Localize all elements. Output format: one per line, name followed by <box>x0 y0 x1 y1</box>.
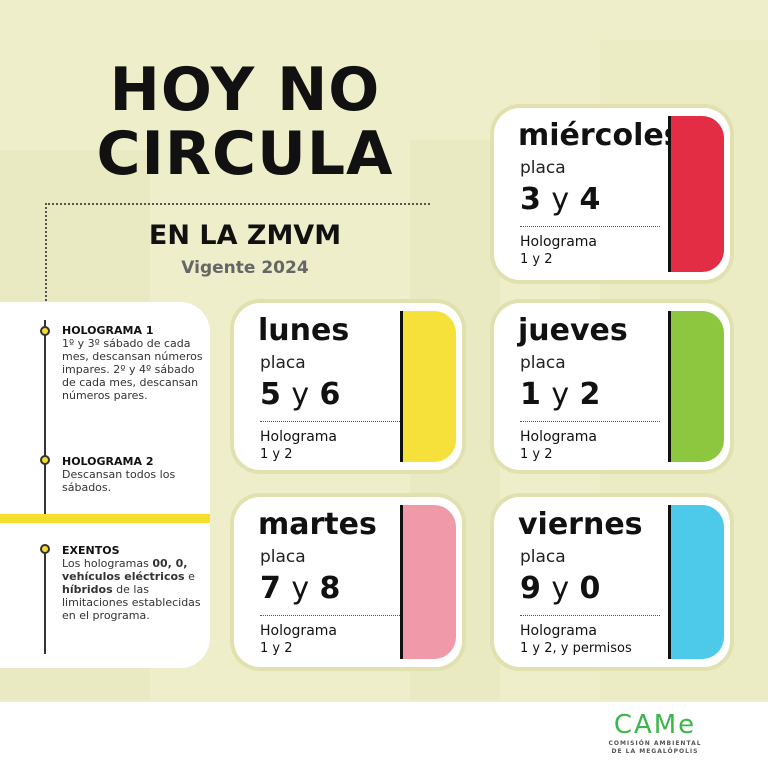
digit: 0 <box>579 571 601 606</box>
timeline-line <box>44 320 46 514</box>
digit: 9 <box>520 571 541 606</box>
holograma-label: Holograma <box>520 234 597 250</box>
plate-digits: 5 y 6 <box>260 377 340 412</box>
color-strip <box>400 311 456 462</box>
day-card-lunes: lunes placa 5 y 6 Holograma 1 y 2 <box>234 303 462 470</box>
holograma-values: 1 y 2 <box>520 447 553 462</box>
placa-label: placa <box>520 547 566 567</box>
digit: 4 <box>579 182 601 217</box>
day-card-viernes: viernes placa 9 y 0 Holograma 1 y 2, y p… <box>494 497 730 667</box>
note-holograma-2: HOLOGRAMA 2 Descansan todos los sábados. <box>62 455 207 494</box>
day-card-miercoles: miércoles placa 3 y 4 Holograma 1 y 2 <box>494 108 730 280</box>
day-name: miércoles <box>518 118 682 153</box>
yellow-band <box>0 514 210 523</box>
color-strip <box>668 505 724 659</box>
note-text: e <box>184 570 195 583</box>
placa-label: placa <box>260 353 306 373</box>
logo-mark: CAMe <box>613 710 697 740</box>
day-name: jueves <box>518 313 628 348</box>
bullet-icon <box>40 326 50 336</box>
conjunction: y <box>291 571 310 606</box>
note-heading: EXENTOS <box>62 544 120 557</box>
plate-digits: 7 y 8 <box>260 571 340 606</box>
bullet-icon <box>40 544 50 554</box>
day-name: lunes <box>258 313 350 348</box>
digit: 6 <box>319 377 341 412</box>
note-holograma-1: HOLOGRAMA 1 1º y 3º sábado de cada mes, … <box>62 324 207 402</box>
subtitle: EN LA ZMVM <box>148 220 342 251</box>
logo-caption: COMISIÓN AMBIENTAL <box>608 740 702 747</box>
note-text: 1º y 3º sábado de cada mes, descansan nú… <box>62 337 203 402</box>
title-line1: HOY NO <box>109 55 381 125</box>
holograma-values: 1 y 2 <box>260 641 293 656</box>
day-card-jueves: jueves placa 1 y 2 Holograma 1 y 2 <box>494 303 730 470</box>
holograma-values: 1 y 2 <box>520 252 553 267</box>
validity: Vigente 2024 <box>181 258 309 278</box>
divider <box>45 203 47 325</box>
note-bold: 00, 0, vehículos eléctricos <box>62 557 188 583</box>
color-strip <box>668 311 724 462</box>
note-heading: HOLOGRAMA 1 <box>62 324 154 337</box>
digit: 7 <box>260 571 281 606</box>
plate-digits: 3 y 4 <box>520 182 600 217</box>
note-heading: HOLOGRAMA 2 <box>62 455 154 468</box>
conjunction: y <box>551 571 570 606</box>
holograma-label: Holograma <box>520 623 597 639</box>
divider <box>520 615 660 616</box>
digit: 5 <box>260 377 281 412</box>
note-bold: híbridos <box>62 583 113 596</box>
bullet-icon <box>40 455 50 465</box>
conjunction: y <box>551 377 570 412</box>
timeline-line <box>44 548 46 654</box>
holograma-label: Holograma <box>260 429 337 445</box>
digit: 1 <box>520 377 541 412</box>
note-text: Descansan todos los sábados. <box>62 468 176 494</box>
holograma-label: Holograma <box>520 429 597 445</box>
day-name: martes <box>258 507 377 542</box>
divider <box>260 615 400 616</box>
conjunction: y <box>291 377 310 412</box>
placa-label: placa <box>520 158 566 178</box>
divider <box>260 421 400 422</box>
color-strip <box>400 505 456 659</box>
holograma-values: 1 y 2 <box>260 447 293 462</box>
placa-label: placa <box>260 547 306 567</box>
note-text: de las limitaciones establecidas en el p… <box>62 583 201 622</box>
color-strip <box>668 116 724 272</box>
day-name: viernes <box>518 507 643 542</box>
divider <box>45 203 430 205</box>
divider <box>520 226 660 227</box>
digit: 2 <box>579 377 601 412</box>
digit: 8 <box>319 571 341 606</box>
day-card-martes: martes placa 7 y 8 Holograma 1 y 2 <box>234 497 462 667</box>
holograma-label: Holograma <box>260 623 337 639</box>
placa-label: placa <box>520 353 566 373</box>
came-logo: CAMe COMISIÓN AMBIENTAL DE LA MEGALÓPOLI… <box>600 710 710 756</box>
holograma-values: 1 y 2, y permisos <box>520 641 632 656</box>
digit: 3 <box>520 182 541 217</box>
plate-digits: 1 y 2 <box>520 377 600 412</box>
note-exentos: EXENTOS Los hologramas 00, 0, vehículos … <box>62 544 207 622</box>
conjunction: y <box>551 182 570 217</box>
notes-panel <box>0 302 210 668</box>
plate-digits: 9 y 0 <box>520 571 600 606</box>
note-text: Los hologramas <box>62 557 153 570</box>
divider <box>520 421 660 422</box>
logo-caption: DE LA MEGALÓPOLIS <box>611 748 699 755</box>
title-line2: CIRCULA <box>96 119 394 189</box>
